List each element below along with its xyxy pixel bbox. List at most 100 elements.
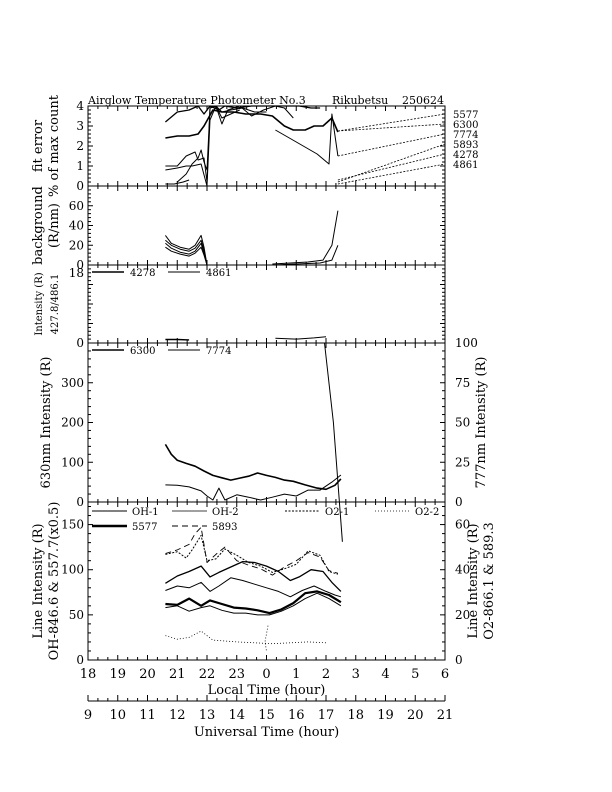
- chart-title-date: 250624: [402, 94, 444, 107]
- red-intensity-y-tick-label-right: 100: [455, 336, 478, 350]
- blue-intensity-y-axis-label: Intensity (R): [34, 272, 45, 335]
- fit-error-series-5893: [165, 105, 294, 187]
- universal-time-tick-label: 18: [347, 708, 364, 723]
- red-intensity-y-axis-label: 630nm Intensity (R): [39, 357, 54, 489]
- local-time-tick-label: 5: [411, 667, 419, 682]
- line-intensity-y-axis-label-right: O2-866.1 & 589.3: [482, 522, 497, 640]
- line-intensity-series-o2-1: [165, 534, 339, 575]
- line-intensity-legend-label: OH-2: [212, 507, 239, 518]
- line-intensity-y-tick-label-right: 40: [455, 563, 470, 577]
- fit-error-y-tick-label: 1: [76, 159, 84, 173]
- universal-time-tick-label: 15: [258, 708, 275, 723]
- line-intensity-y-tick-label: 0: [76, 653, 84, 667]
- local-time-tick-label: 4: [381, 667, 389, 682]
- line-intensity-y-tick-label: 50: [69, 608, 84, 622]
- local-time-tick-label: 20: [139, 667, 156, 682]
- fit-error-legend-label: 5893: [453, 140, 478, 151]
- local-time-tick-label: 2: [322, 667, 330, 682]
- universal-time-tick-label: 19: [377, 708, 394, 723]
- universal-time-tick-label: 14: [228, 708, 245, 723]
- line-intensity-series-o2-2: [165, 630, 327, 645]
- universal-time-tick-label: 20: [407, 708, 424, 723]
- fit-error-legend-guide: [337, 113, 446, 132]
- red-intensity-legend-label: 6300: [130, 346, 155, 357]
- red-intensity-y-tick-label: 300: [61, 376, 84, 390]
- line-intensity-series-extra-7: [264, 625, 269, 652]
- universal-time-tick-label: 12: [169, 708, 186, 723]
- local-time-tick-label: 23: [228, 667, 245, 682]
- line-intensity-series-extra-6: [165, 592, 342, 616]
- blue-intensity-panel: 0 18 Intensity (R) 427.8/486.1 4278 4861: [34, 264, 446, 350]
- line-intensity-series-5577: [165, 590, 342, 615]
- local-time-tick-label: 18: [80, 667, 97, 682]
- red-intensity-frame: [87, 342, 446, 503]
- line-intensity-y-axis-label: Line Intensity (R): [31, 523, 46, 638]
- fit-error-legend-label: 7774: [453, 130, 478, 141]
- background-series-extra-3: [165, 246, 208, 266]
- fit-error-legend-guide: [337, 123, 446, 132]
- background-series-extra-1: [165, 239, 208, 266]
- red-intensity-y-tick-label-right: 25: [455, 455, 470, 469]
- fit-error-y-tick-label: 3: [76, 119, 84, 133]
- fit-error-y-tick-label: 4: [76, 99, 84, 113]
- background-series-extra-5: [272, 245, 339, 266]
- fit-error-y-axis-label: fit error: [31, 119, 46, 172]
- background-frame: [87, 185, 446, 266]
- fit-error-legend-guide: [337, 153, 446, 181]
- universal-time-tick-label: 9: [84, 708, 92, 723]
- local-time-tick-label: 1: [292, 667, 300, 682]
- line-intensity-series-5893: [165, 526, 339, 576]
- red-intensity-y-tick-label-right: 75: [455, 376, 470, 390]
- fit-error-series-7774: [165, 105, 267, 183]
- background-y-tick-label: 40: [69, 219, 84, 233]
- fit-error-y-axis-label: % of max count: [47, 94, 62, 197]
- fit-error-y-tick-label: 2: [76, 139, 84, 153]
- blue-intensity-legend-label: 4861: [206, 268, 231, 279]
- red-intensity-series-6300: [164, 443, 342, 491]
- fit-error-legend-label: 4278: [453, 150, 478, 161]
- fit-error-y-tick-label: 0: [76, 179, 84, 193]
- blue-intensity-y-tick-label: 0: [76, 336, 84, 350]
- line-intensity-series-oh-2: [165, 577, 342, 598]
- fit-error-series-5577: [164, 105, 321, 123]
- background-panel: 0 20 40 60 background (R/nm): [31, 185, 446, 272]
- universal-time-tick-label: 10: [109, 708, 126, 723]
- red-intensity-y-tick-label: 200: [61, 416, 84, 430]
- red-intensity-panel: 0 100 200 300 0 25 50 75 100 630nm Intensity (R) 7…: [39, 336, 489, 542]
- red-intensity-legend-label: 7774: [206, 346, 231, 357]
- background-y-tick-label: 60: [69, 199, 84, 213]
- universal-time-axis-label: Universal Time (hour): [194, 725, 339, 740]
- local-time-tick-label: 19: [109, 667, 126, 682]
- red-intensity-y-tick-label: 100: [61, 455, 84, 469]
- fit-error-legend-label: 4861: [453, 160, 478, 171]
- background-y-axis-label: background: [31, 186, 46, 265]
- local-time-tick-label: 21: [169, 667, 186, 682]
- fit-error-legend-label: 5577: [453, 110, 478, 121]
- red-intensity-y-tick-label-right: 50: [455, 416, 470, 430]
- fit-error-series-extra-6: [275, 113, 339, 165]
- fit-error-series-4278: [176, 105, 240, 183]
- line-intensity-series-oh-1: [165, 560, 342, 592]
- fit-error-legend-guide: [337, 133, 446, 157]
- local-time-axis-label: Local Time (hour): [208, 683, 326, 698]
- fit-error-legend-guide: [337, 163, 446, 185]
- background-series-extra-4: [272, 210, 339, 265]
- fit-error-legend-label: 6300: [453, 120, 478, 131]
- universal-time-tick-label: 11: [139, 708, 156, 723]
- background-y-tick-label: 0: [76, 258, 84, 272]
- red-intensity-series-7774: [165, 474, 342, 501]
- red-intensity-y-axis-label-right: 777nm Intensity (R): [474, 357, 489, 489]
- background-y-tick-label: 20: [69, 238, 84, 252]
- red-intensity-y-tick-label-right: 0: [455, 495, 463, 509]
- background-y-axis-label: (R/nm): [47, 203, 62, 248]
- line-intensity-y-tick-label: 100: [61, 563, 84, 577]
- fit-error-legend-guide: [337, 143, 446, 183]
- blue-intensity-y-tick-label: 18: [69, 266, 84, 280]
- line-intensity-y-tick-label-right: 0: [455, 653, 463, 667]
- universal-time-tick-label: 13: [199, 708, 216, 723]
- blue-intensity-legend-label: 4278: [130, 268, 155, 279]
- background-series-extra-0: [164, 234, 208, 266]
- local-time-tick-label: 22: [199, 667, 216, 682]
